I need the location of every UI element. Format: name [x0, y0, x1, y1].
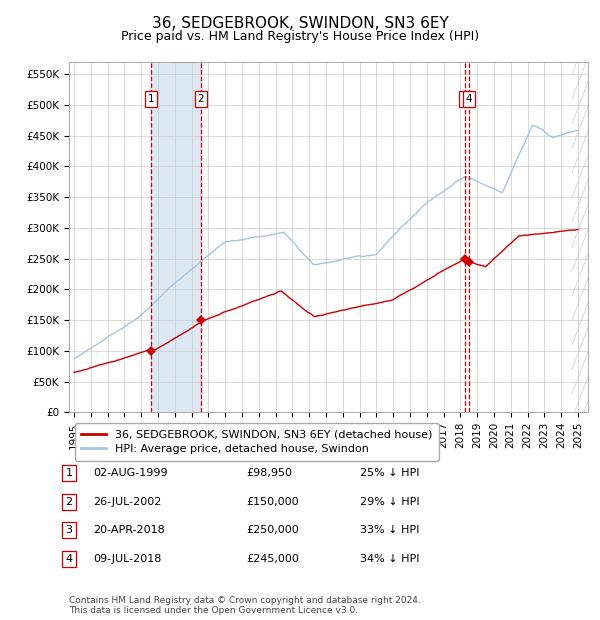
Text: 3: 3	[65, 525, 73, 535]
Text: £245,000: £245,000	[246, 554, 299, 564]
Legend: 36, SEDGEBROOK, SWINDON, SN3 6EY (detached house), HPI: Average price, detached : 36, SEDGEBROOK, SWINDON, SN3 6EY (detach…	[74, 423, 439, 461]
Text: 2: 2	[198, 94, 205, 104]
Text: 29% ↓ HPI: 29% ↓ HPI	[360, 497, 419, 507]
Text: 26-JUL-2002: 26-JUL-2002	[93, 497, 161, 507]
Text: 20-APR-2018: 20-APR-2018	[93, 525, 165, 535]
Text: 1: 1	[65, 468, 73, 478]
Text: £150,000: £150,000	[246, 497, 299, 507]
Text: 33% ↓ HPI: 33% ↓ HPI	[360, 525, 419, 535]
Text: 02-AUG-1999: 02-AUG-1999	[93, 468, 167, 478]
Text: Price paid vs. HM Land Registry's House Price Index (HPI): Price paid vs. HM Land Registry's House …	[121, 30, 479, 43]
Text: 4: 4	[466, 94, 472, 104]
Text: 25% ↓ HPI: 25% ↓ HPI	[360, 468, 419, 478]
Text: 1: 1	[148, 94, 154, 104]
Text: 36, SEDGEBROOK, SWINDON, SN3 6EY: 36, SEDGEBROOK, SWINDON, SN3 6EY	[152, 16, 448, 31]
Text: 3: 3	[462, 94, 469, 104]
Text: 34% ↓ HPI: 34% ↓ HPI	[360, 554, 419, 564]
Text: £250,000: £250,000	[246, 525, 299, 535]
Text: £98,950: £98,950	[246, 468, 292, 478]
Text: 2: 2	[65, 497, 73, 507]
Text: 09-JUL-2018: 09-JUL-2018	[93, 554, 161, 564]
Text: 4: 4	[65, 554, 73, 564]
Text: Contains HM Land Registry data © Crown copyright and database right 2024.
This d: Contains HM Land Registry data © Crown c…	[69, 596, 421, 615]
Bar	[151, 62, 201, 412]
